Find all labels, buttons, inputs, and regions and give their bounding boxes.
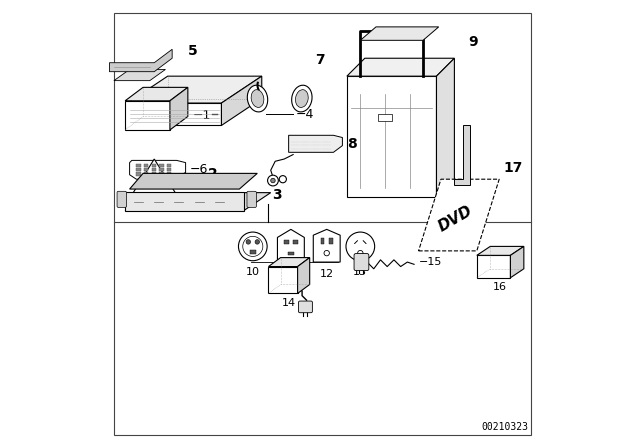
- Polygon shape: [125, 193, 271, 211]
- Text: 14: 14: [282, 298, 296, 308]
- Polygon shape: [136, 172, 141, 176]
- Polygon shape: [292, 240, 298, 244]
- Text: 13: 13: [353, 267, 367, 277]
- Polygon shape: [363, 241, 366, 244]
- Polygon shape: [329, 238, 333, 244]
- Polygon shape: [127, 76, 262, 103]
- Text: 16: 16: [493, 282, 508, 292]
- Text: 11: 11: [284, 267, 298, 276]
- Polygon shape: [152, 164, 156, 167]
- Polygon shape: [167, 164, 172, 167]
- Circle shape: [346, 232, 374, 261]
- Polygon shape: [125, 87, 188, 101]
- FancyBboxPatch shape: [117, 191, 127, 207]
- Polygon shape: [109, 49, 172, 72]
- Polygon shape: [355, 241, 358, 244]
- Polygon shape: [125, 192, 244, 211]
- Polygon shape: [132, 159, 177, 195]
- Polygon shape: [125, 101, 170, 130]
- Text: −15: −15: [419, 257, 442, 267]
- Polygon shape: [277, 229, 304, 260]
- Circle shape: [255, 240, 260, 244]
- Polygon shape: [298, 258, 310, 293]
- Polygon shape: [159, 172, 164, 176]
- Polygon shape: [378, 114, 392, 121]
- Polygon shape: [129, 173, 257, 189]
- FancyBboxPatch shape: [247, 191, 257, 207]
- Polygon shape: [170, 87, 188, 130]
- Polygon shape: [289, 135, 342, 152]
- Text: 3: 3: [272, 189, 282, 202]
- Text: 5: 5: [188, 44, 197, 58]
- Text: 10: 10: [246, 267, 260, 277]
- Text: −18: −18: [183, 177, 210, 190]
- Ellipse shape: [251, 90, 264, 108]
- Text: 2: 2: [208, 167, 218, 181]
- Ellipse shape: [292, 85, 312, 112]
- Polygon shape: [436, 58, 454, 197]
- Text: ⚠: ⚠: [150, 177, 159, 188]
- Circle shape: [246, 240, 250, 244]
- Polygon shape: [152, 168, 156, 171]
- Polygon shape: [144, 164, 148, 167]
- Text: 17: 17: [504, 161, 523, 175]
- Polygon shape: [167, 168, 172, 171]
- Polygon shape: [167, 172, 172, 176]
- Polygon shape: [152, 172, 156, 176]
- FancyBboxPatch shape: [354, 254, 369, 271]
- Polygon shape: [419, 179, 499, 251]
- Polygon shape: [159, 168, 164, 171]
- Circle shape: [268, 175, 278, 186]
- Text: 00210323: 00210323: [481, 422, 528, 432]
- Polygon shape: [321, 238, 324, 244]
- Polygon shape: [288, 252, 294, 255]
- Circle shape: [239, 232, 267, 261]
- Polygon shape: [477, 246, 524, 255]
- Polygon shape: [114, 69, 165, 81]
- Polygon shape: [221, 76, 262, 125]
- Ellipse shape: [247, 85, 268, 112]
- Circle shape: [271, 178, 275, 183]
- Text: −1: −1: [192, 109, 211, 122]
- Polygon shape: [144, 168, 148, 171]
- Polygon shape: [511, 246, 524, 278]
- Text: 12: 12: [319, 269, 334, 279]
- Text: 9: 9: [468, 35, 477, 49]
- Text: 7: 7: [316, 53, 325, 67]
- Polygon shape: [360, 27, 439, 40]
- Polygon shape: [477, 255, 511, 278]
- Text: 8: 8: [347, 137, 356, 151]
- Polygon shape: [136, 164, 141, 167]
- Polygon shape: [136, 168, 141, 171]
- Polygon shape: [314, 229, 340, 262]
- Polygon shape: [127, 103, 221, 125]
- Text: DVD: DVD: [436, 203, 475, 234]
- Polygon shape: [284, 240, 289, 244]
- Polygon shape: [454, 125, 470, 185]
- Polygon shape: [269, 267, 298, 293]
- FancyBboxPatch shape: [298, 301, 312, 313]
- Polygon shape: [347, 76, 436, 197]
- Polygon shape: [159, 164, 164, 167]
- Text: −6: −6: [190, 163, 209, 177]
- Polygon shape: [269, 258, 310, 267]
- Polygon shape: [129, 160, 186, 179]
- Polygon shape: [347, 58, 454, 76]
- Polygon shape: [144, 172, 148, 176]
- Polygon shape: [250, 250, 256, 254]
- Ellipse shape: [296, 90, 308, 108]
- Text: −4: −4: [296, 108, 314, 121]
